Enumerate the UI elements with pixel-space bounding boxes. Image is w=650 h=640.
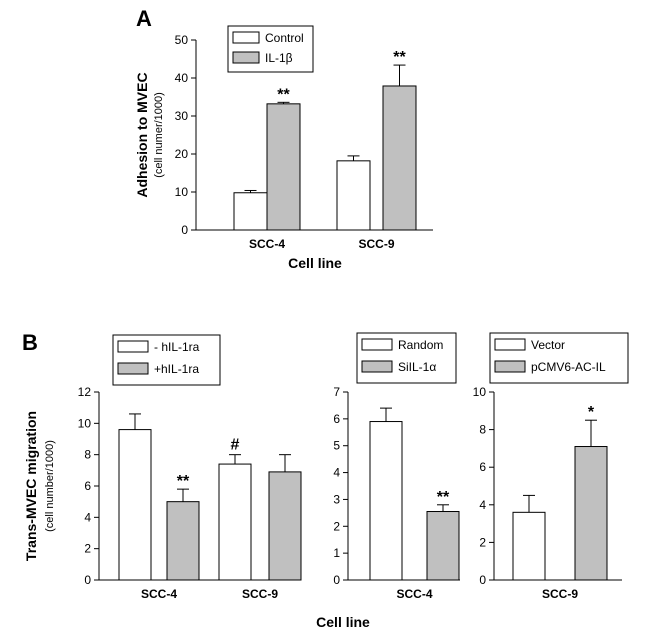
legend-swatch bbox=[494, 360, 526, 373]
y-tick-label: 6 bbox=[479, 460, 486, 474]
significance-label: * bbox=[588, 404, 595, 421]
bar bbox=[512, 511, 546, 581]
y-axis-sublabel: (cell number/1000) bbox=[44, 440, 56, 532]
category-label: SCC-9 bbox=[542, 587, 578, 601]
legend-label: Control bbox=[265, 31, 304, 45]
y-tick-label: 30 bbox=[175, 109, 189, 123]
category-label: SCC-4 bbox=[396, 587, 432, 601]
legend-swatch bbox=[117, 362, 149, 375]
legend-label: IL-1β bbox=[265, 51, 293, 65]
bar bbox=[218, 463, 252, 581]
y-tick-label: 6 bbox=[333, 412, 340, 426]
bar bbox=[426, 511, 460, 581]
chart-b3: 0 2 4 6 8 10 * SCC-9 Vector pCMV6-AC-IL bbox=[473, 332, 629, 601]
legend-swatch bbox=[361, 360, 393, 373]
y-tick-label: 10 bbox=[175, 185, 189, 199]
bar bbox=[336, 160, 371, 231]
y-tick-label: 4 bbox=[479, 498, 486, 512]
bar bbox=[268, 471, 302, 581]
significance-label: ** bbox=[393, 49, 406, 66]
significance-label: ** bbox=[177, 473, 190, 490]
legend-label: - hIL-1ra bbox=[154, 340, 200, 354]
legend-swatch bbox=[494, 338, 526, 351]
bar bbox=[369, 421, 403, 581]
bar bbox=[574, 446, 608, 581]
y-tick-label: 0 bbox=[333, 573, 340, 587]
y-tick-label: 50 bbox=[175, 33, 189, 47]
y-tick-label: 4 bbox=[333, 466, 340, 480]
y-tick-label: 0 bbox=[479, 573, 486, 587]
bar bbox=[233, 192, 268, 231]
category-label: SCC-9 bbox=[358, 237, 394, 251]
legend-swatch bbox=[232, 31, 260, 44]
y-tick-label: 12 bbox=[78, 385, 92, 399]
category-label: SCC-9 bbox=[242, 587, 278, 601]
legend-label: SiIL-1α bbox=[398, 360, 436, 374]
chart-a: 0 10 20 30 40 50 ** SCC-4 ** SCC-9 Control IL-1β Cel… bbox=[134, 25, 433, 271]
chart-b2: 0 1 2 3 4 5 6 7 ** SCC-4 Random SiIL-1α bbox=[333, 332, 460, 601]
panel-label-a: A bbox=[136, 6, 152, 31]
legend-label: Vector bbox=[531, 338, 565, 352]
y-tick-label: 3 bbox=[333, 492, 340, 506]
legend-swatch bbox=[361, 338, 393, 351]
y-tick-label: 0 bbox=[181, 223, 188, 237]
chart-b1: 0 2 4 6 8 10 12 ** SCC-4 # SCC-9 - hIL-1ra +hIL-1ra T… bbox=[23, 334, 302, 601]
legend-label: Random bbox=[398, 338, 443, 352]
y-tick-label: 0 bbox=[84, 573, 91, 587]
y-tick-label: 40 bbox=[175, 71, 189, 85]
bar bbox=[166, 501, 200, 581]
y-tick-label: 8 bbox=[84, 448, 91, 462]
legend-label: +hIL-1ra bbox=[154, 362, 199, 376]
panel-label-b: B bbox=[22, 330, 38, 355]
bar bbox=[266, 103, 301, 231]
panel-b-x-axis-label: Cell line bbox=[316, 614, 370, 630]
y-tick-label: 6 bbox=[84, 479, 91, 493]
y-tick-label: 7 bbox=[333, 385, 340, 399]
y-axis-label: Trans-MVEC migration bbox=[23, 411, 39, 561]
y-tick-label: 10 bbox=[473, 385, 487, 399]
category-label: SCC-4 bbox=[249, 237, 285, 251]
significance-label: ** bbox=[277, 86, 290, 103]
category-label: SCC-4 bbox=[141, 587, 177, 601]
y-tick-label: 4 bbox=[84, 510, 91, 524]
y-axis-label: Adhesion to MVEC bbox=[134, 72, 150, 197]
significance-label: ** bbox=[437, 489, 450, 506]
legend-swatch bbox=[232, 51, 260, 64]
y-tick-label: 1 bbox=[333, 546, 340, 560]
y-tick-label: 5 bbox=[333, 439, 340, 453]
significance-label: # bbox=[231, 437, 240, 454]
y-tick-label: 2 bbox=[479, 535, 486, 549]
y-tick-label: 2 bbox=[333, 519, 340, 533]
legend-label: pCMV6-AC-IL bbox=[531, 360, 606, 374]
y-tick-label: 10 bbox=[78, 416, 92, 430]
y-tick-label: 2 bbox=[84, 542, 91, 556]
bar bbox=[118, 429, 152, 581]
legend-swatch bbox=[117, 340, 149, 353]
y-tick-label: 8 bbox=[479, 423, 486, 437]
bar bbox=[382, 85, 417, 231]
y-axis-sublabel: (cell numer/1000) bbox=[153, 92, 165, 178]
x-axis-label: Cell line bbox=[288, 255, 342, 271]
y-tick-label: 20 bbox=[175, 147, 189, 161]
